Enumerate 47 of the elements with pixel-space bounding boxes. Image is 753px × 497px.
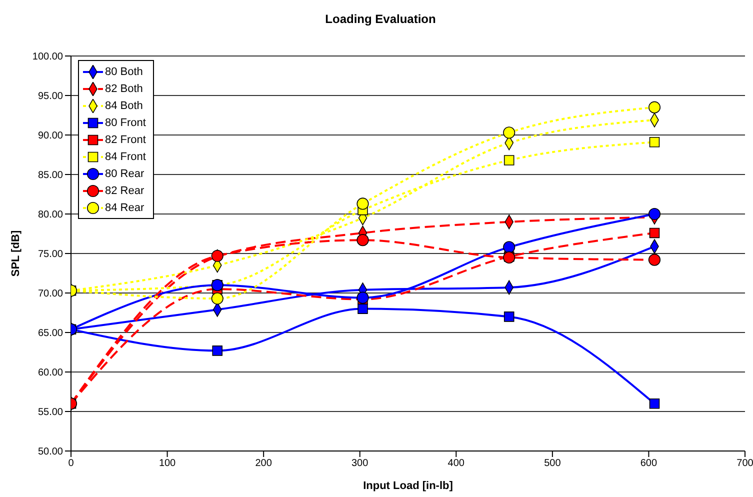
- legend-label: 80 Rear: [105, 168, 144, 180]
- point: [648, 101, 661, 114]
- x-tick-label: 300: [352, 458, 369, 470]
- x-tick-label: 600: [640, 458, 658, 470]
- y-tick-label: 80.00: [38, 210, 64, 221]
- x-tick-label: 100: [158, 458, 176, 470]
- point: [648, 254, 661, 266]
- point: [356, 198, 369, 210]
- y-tick-label: 55.00: [38, 407, 64, 418]
- y-tick-label: 90.00: [38, 130, 64, 142]
- y-tick-label: 85.00: [38, 170, 64, 182]
- x-tick-label: 700: [736, 458, 753, 470]
- y-tick-label: 100.00: [32, 52, 64, 63]
- legend-label: 84 Rear: [105, 202, 144, 214]
- point: [211, 292, 224, 305]
- legend-label: 82 Rear: [105, 184, 144, 196]
- x-tick-label: 0: [68, 458, 74, 470]
- y-tick-label: 65.00: [38, 328, 64, 340]
- y-tick-label: 70.00: [38, 288, 64, 300]
- y-axis-title: SPL [dB]: [10, 230, 22, 277]
- y-tick-label: 95.00: [38, 91, 64, 102]
- point: [356, 234, 369, 246]
- y-tick-label: 60.00: [38, 368, 64, 379]
- x-tick-label: 200: [255, 458, 272, 470]
- legend-label: 80 Front: [105, 116, 146, 128]
- point: [649, 228, 660, 238]
- chart-title: Loading Evaluation: [324, 11, 437, 28]
- x-tick-label: 500: [544, 458, 562, 470]
- legend-label: 80 Both: [105, 66, 143, 78]
- point: [358, 304, 368, 314]
- point: [211, 250, 224, 262]
- x-axis-title: Input Load [in-lb]: [363, 480, 454, 492]
- legend-label: 82 Both: [105, 82, 143, 94]
- point: [504, 312, 514, 322]
- y-tick-label: 75.00: [38, 249, 64, 260]
- point: [503, 241, 516, 254]
- y-tick-label: 50.00: [38, 446, 64, 458]
- point: [212, 346, 222, 356]
- legend-label: 84 Front: [105, 150, 146, 162]
- x-tick-label: 400: [448, 458, 465, 470]
- point: [648, 208, 661, 220]
- point: [503, 126, 516, 139]
- legend-label: 84 Both: [105, 100, 143, 112]
- point: [504, 155, 514, 166]
- point: [649, 398, 660, 409]
- legend-label: 82 Front: [105, 134, 146, 146]
- point: [649, 136, 660, 148]
